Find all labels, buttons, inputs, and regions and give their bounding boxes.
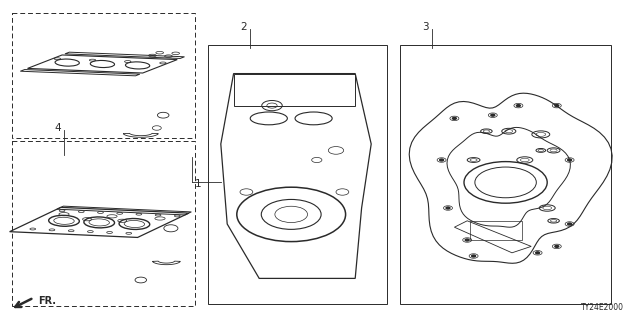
- Text: 2: 2: [240, 22, 246, 32]
- Circle shape: [491, 114, 495, 116]
- Circle shape: [452, 117, 456, 119]
- Circle shape: [568, 223, 572, 225]
- Text: 4: 4: [54, 123, 61, 133]
- Bar: [470, 221, 522, 240]
- Text: TY24E2000: TY24E2000: [581, 303, 624, 312]
- Bar: [12, 141, 195, 306]
- Bar: [12, 13, 195, 138]
- Circle shape: [536, 252, 540, 254]
- Text: FR.: FR.: [38, 296, 56, 306]
- Bar: [208, 45, 387, 304]
- Circle shape: [440, 159, 444, 161]
- Circle shape: [446, 207, 450, 209]
- Circle shape: [555, 105, 559, 107]
- Circle shape: [472, 255, 476, 257]
- Circle shape: [465, 239, 469, 241]
- Circle shape: [568, 159, 572, 161]
- Bar: [400, 45, 611, 304]
- Text: 3: 3: [422, 22, 429, 32]
- Circle shape: [555, 245, 559, 247]
- Circle shape: [516, 105, 520, 107]
- Text: 1: 1: [195, 179, 202, 189]
